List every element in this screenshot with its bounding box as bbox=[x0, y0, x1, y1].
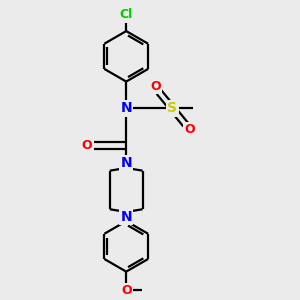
Text: Cl: Cl bbox=[120, 8, 133, 21]
Text: S: S bbox=[167, 101, 177, 115]
Text: O: O bbox=[121, 284, 131, 297]
Text: O: O bbox=[184, 124, 194, 136]
Text: N: N bbox=[120, 156, 132, 170]
Text: O: O bbox=[81, 139, 92, 152]
Text: N: N bbox=[120, 210, 132, 224]
Text: O: O bbox=[150, 80, 161, 93]
Text: N: N bbox=[120, 101, 132, 115]
